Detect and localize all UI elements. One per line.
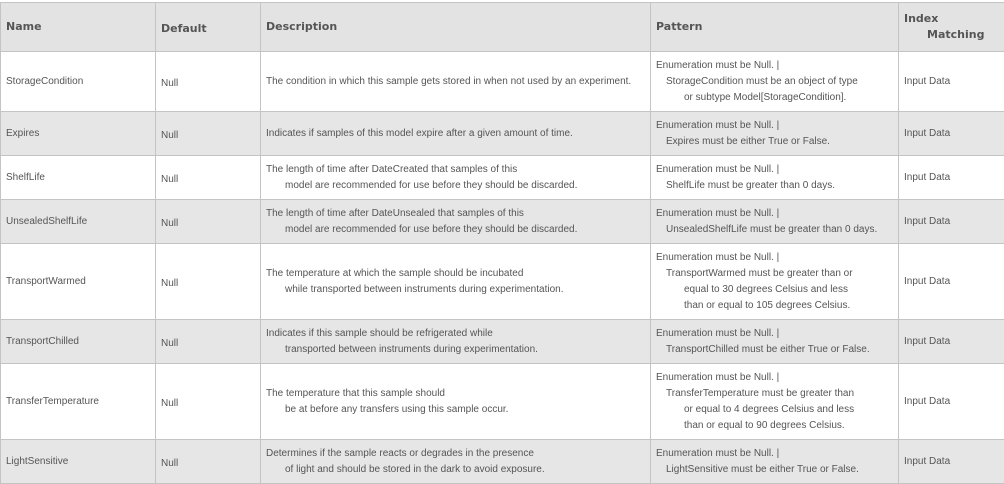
pattern-cell: Enumeration must be Null. |UnsealedShelf…	[651, 200, 899, 244]
header-description: Description	[261, 3, 651, 52]
description-line: Determines if the sample reacts or degra…	[266, 446, 645, 462]
pattern-cell: Enumeration must be Null. |StorageCondit…	[651, 52, 899, 112]
description-line: be at before any transfers using this sa…	[266, 402, 645, 418]
pattern-line: Enumeration must be Null. |	[656, 370, 893, 386]
name-cell: Expires	[1, 112, 156, 156]
description-line: The condition in which this sample gets …	[266, 74, 645, 90]
description-line: transported between instruments during e…	[266, 342, 645, 358]
description-cell: The condition in which this sample gets …	[261, 52, 651, 112]
pattern-line: TransportChilled must be either True or …	[656, 342, 893, 358]
pattern-line: ShelfLife must be greater than 0 days.	[656, 178, 893, 194]
header-index-line2: Matching	[904, 27, 999, 43]
pattern-line: UnsealedShelfLife must be greater than 0…	[656, 222, 893, 238]
name-cell: UnsealedShelfLife	[1, 200, 156, 244]
default-cell: Null	[156, 52, 261, 112]
description-cell: The length of time after DateCreated tha…	[261, 156, 651, 200]
description-line: while transported between instruments du…	[266, 282, 645, 298]
description-cell: Indicates if this sample should be refri…	[261, 320, 651, 364]
index-matching-cell: Input Data	[899, 200, 1004, 244]
description-line: Indicates if this sample should be refri…	[266, 326, 645, 342]
name-cell: TransferTemperature	[1, 364, 156, 440]
pattern-line: StorageCondition must be an object of ty…	[656, 74, 893, 90]
pattern-line: Enumeration must be Null. |	[656, 250, 893, 266]
pattern-cell: Enumeration must be Null. |TransportChil…	[651, 320, 899, 364]
index-matching-cell: Input Data	[899, 440, 1004, 484]
pattern-line: Enumeration must be Null. |	[656, 58, 893, 74]
default-cell: Null	[156, 320, 261, 364]
header-pattern: Pattern	[651, 3, 899, 52]
pattern-line: or subtype Model[StorageCondition].	[656, 90, 893, 106]
name-cell: LightSensitive	[1, 440, 156, 484]
description-line: The temperature that this sample should	[266, 386, 645, 402]
pattern-cell: Enumeration must be Null. |TransferTempe…	[651, 364, 899, 440]
index-matching-cell: Input Data	[899, 244, 1004, 320]
pattern-line: Enumeration must be Null. |	[656, 118, 893, 134]
index-matching-cell: Input Data	[899, 52, 1004, 112]
pattern-line: Enumeration must be Null. |	[656, 162, 893, 178]
description-cell: The temperature at which the sample shou…	[261, 244, 651, 320]
name-cell: StorageCondition	[1, 52, 156, 112]
header-index-line1: Index	[904, 11, 999, 27]
description-line: The length of time after DateUnsealed th…	[266, 206, 645, 222]
default-cell: Null	[156, 440, 261, 484]
index-matching-cell: Input Data	[899, 112, 1004, 156]
name-cell: ShelfLife	[1, 156, 156, 200]
pattern-line: TransferTemperature must be greater than	[656, 386, 893, 402]
pattern-line: or equal to 4 degrees Celsius and less	[656, 402, 893, 418]
description-line: model are recommended for use before the…	[266, 222, 645, 238]
description-line: model are recommended for use before the…	[266, 178, 645, 194]
description-cell: Indicates if samples of this model expir…	[261, 112, 651, 156]
pattern-line: TransportWarmed must be greater than or	[656, 266, 893, 282]
description-line: Indicates if samples of this model expir…	[266, 126, 645, 142]
pattern-line: Enumeration must be Null. |	[656, 326, 893, 342]
pattern-cell: Enumeration must be Null. |Expires must …	[651, 112, 899, 156]
default-cell: Null	[156, 200, 261, 244]
default-cell: Null	[156, 364, 261, 440]
pattern-line: equal to 30 degrees Celsius and less	[656, 282, 893, 298]
description-cell: The length of time after DateUnsealed th…	[261, 200, 651, 244]
pattern-line: Enumeration must be Null. |	[656, 206, 893, 222]
pattern-line: Enumeration must be Null. |	[656, 446, 893, 462]
description-line: The temperature at which the sample shou…	[266, 266, 645, 282]
description-cell: Determines if the sample reacts or degra…	[261, 440, 651, 484]
pattern-cell: Enumeration must be Null. |LightSensitiv…	[651, 440, 899, 484]
index-matching-cell: Input Data	[899, 156, 1004, 200]
default-cell: Null	[156, 156, 261, 200]
name-cell: TransportChilled	[1, 320, 156, 364]
index-matching-cell: Input Data	[899, 364, 1004, 440]
pattern-line: LightSensitive must be either True or Fa…	[656, 462, 893, 478]
header-default: Default	[156, 3, 261, 52]
index-matching-cell: Input Data	[899, 320, 1004, 364]
header-name: Name	[1, 3, 156, 52]
pattern-cell: Enumeration must be Null. |ShelfLife mus…	[651, 156, 899, 200]
description-line: The length of time after DateCreated tha…	[266, 162, 645, 178]
pattern-line: than or equal to 90 degrees Celsius.	[656, 418, 893, 434]
name-cell: TransportWarmed	[1, 244, 156, 320]
pattern-line: Expires must be either True or False.	[656, 134, 893, 150]
pattern-line: than or equal to 105 degrees Celsius.	[656, 298, 893, 314]
default-cell: Null	[156, 112, 261, 156]
description-line: of light and should be stored in the dar…	[266, 462, 645, 478]
pattern-cell: Enumeration must be Null. |TransportWarm…	[651, 244, 899, 320]
default-cell: Null	[156, 244, 261, 320]
